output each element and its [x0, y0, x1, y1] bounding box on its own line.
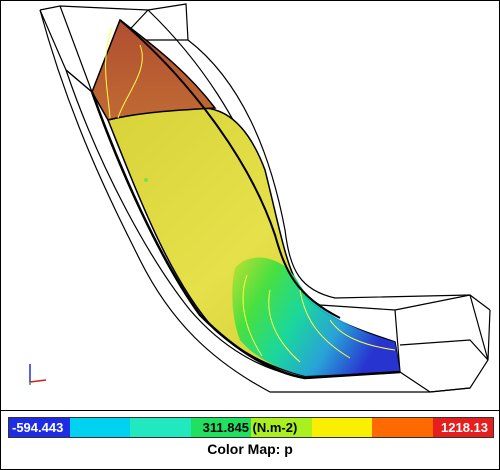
panel-divider: [1, 410, 499, 411]
colormap-segment-6: [372, 418, 433, 437]
inner-shroud-curve: [65, 69, 311, 379]
probe-point: [144, 178, 148, 182]
blade-high-pressure-region: [91, 18, 217, 121]
blade-low-pressure-region: [232, 257, 400, 376]
colormap-min-label: -594.443: [12, 420, 64, 435]
colormap-segment-4: [251, 418, 312, 437]
hub-outer-curve: [187, 39, 491, 311]
colormap-segment-5: [311, 418, 372, 437]
colormap-mid-label: 311.845 (N.m-2): [202, 420, 298, 435]
blade-surface[interactable]: [90, 18, 401, 380]
colormap-segment-2: [130, 418, 191, 437]
colormap-max-label: 1218.13: [441, 420, 488, 435]
colormap-segment-7: [432, 418, 493, 437]
3d-viewport[interactable]: [0, 0, 500, 410]
colormap-segment-0: [9, 418, 70, 437]
colormap-segment-1: [69, 418, 130, 437]
axis-triad: [29, 364, 47, 385]
outer-shroud-curve: [39, 9, 491, 393]
colormap-segment-3: [190, 418, 251, 437]
pressure-contours: [105, 27, 396, 363]
colormap-caption: Color Map: p: [207, 441, 293, 457]
color-map-bar: [8, 417, 494, 438]
blade-trailing-edge: [90, 91, 401, 380]
blade-leading-edge: [119, 19, 341, 319]
